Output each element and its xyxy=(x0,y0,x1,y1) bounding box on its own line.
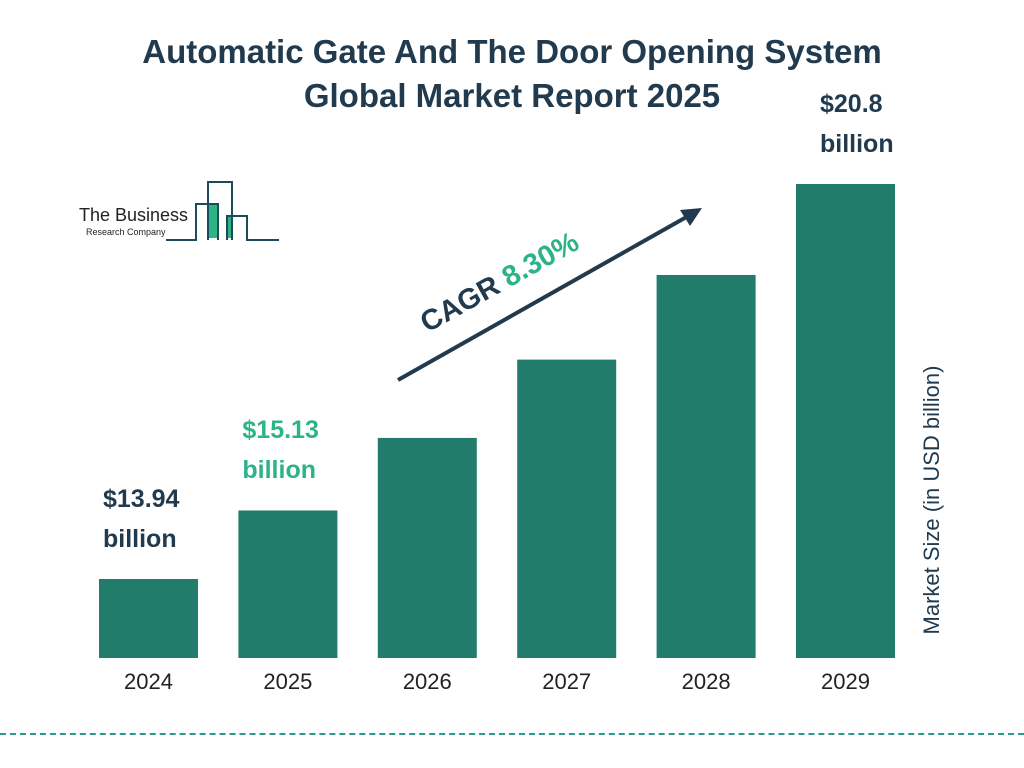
bar-2025 xyxy=(238,510,338,658)
value-unit: billion xyxy=(820,130,894,158)
value-amount: $20.8 xyxy=(820,90,883,118)
x-tick-label: 2027 xyxy=(542,669,591,694)
bar-2026 xyxy=(377,437,477,658)
title-line-1: Automatic Gate And The Door Opening Syst… xyxy=(142,33,882,70)
value-label-2025: $15.13 billion xyxy=(242,410,318,490)
x-tick-label: 2029 xyxy=(821,669,870,694)
x-tick-label: 2025 xyxy=(263,669,312,694)
trend-arrow-line xyxy=(397,213,691,382)
value-amount: $13.94 xyxy=(103,485,180,513)
value-label-2029: $20.8 billion xyxy=(820,84,894,164)
bar-2027 xyxy=(517,359,617,658)
value-label-2024: $13.94 billion xyxy=(103,479,179,559)
footer-divider xyxy=(0,733,1024,735)
value-unit: billion xyxy=(242,456,316,485)
logo-buildings-icon xyxy=(166,181,279,241)
value-unit: billion xyxy=(103,525,177,553)
y-axis-label: Market Size (in USD billion) xyxy=(919,365,944,635)
trend-arrow-head-icon xyxy=(680,208,702,226)
x-tick-label: 2026 xyxy=(403,669,452,694)
value-amount: $15.13 xyxy=(242,416,319,445)
bar-2024 xyxy=(99,579,198,658)
x-tick-label: 2024 xyxy=(124,669,173,694)
logo-text-sub: Research Company xyxy=(86,227,166,237)
bar-2029 xyxy=(796,184,895,658)
chart-title: Automatic Gate And The Door Opening Syst… xyxy=(0,30,1024,118)
x-tick-label: 2028 xyxy=(682,669,731,694)
bar-2028 xyxy=(656,274,756,658)
title-line-2: Global Market Report 2025 xyxy=(303,77,721,114)
logo-text-main: The Business xyxy=(79,205,189,225)
